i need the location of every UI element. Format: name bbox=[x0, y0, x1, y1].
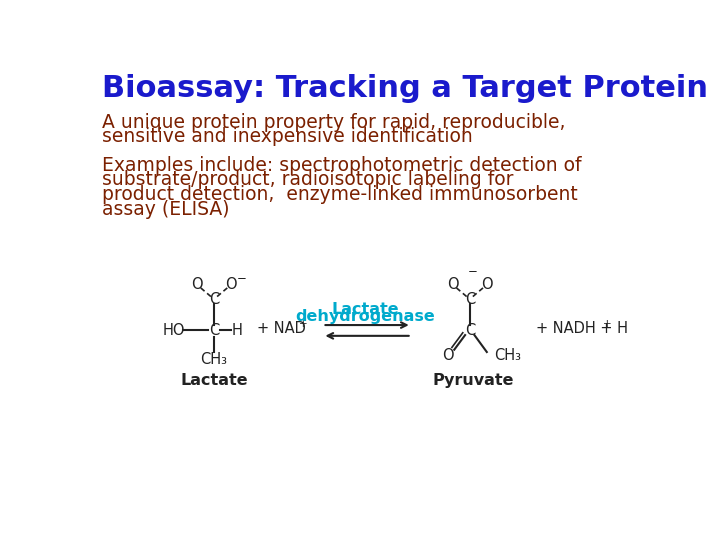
Text: O: O bbox=[442, 348, 454, 362]
Text: O: O bbox=[481, 276, 492, 292]
Text: substrate/product, radioisotopic labeling for: substrate/product, radioisotopic labelin… bbox=[102, 170, 513, 190]
Text: C: C bbox=[464, 292, 475, 307]
Text: C: C bbox=[209, 323, 219, 338]
Text: H: H bbox=[232, 323, 243, 338]
Text: −: − bbox=[468, 266, 478, 279]
Text: +: + bbox=[300, 319, 308, 328]
Text: Lactate: Lactate bbox=[180, 373, 248, 388]
Text: Pyruvate: Pyruvate bbox=[433, 373, 514, 388]
Text: C: C bbox=[209, 292, 219, 307]
Text: O: O bbox=[447, 276, 459, 292]
Text: −: − bbox=[237, 272, 247, 285]
Text: + NAD: + NAD bbox=[256, 321, 305, 336]
Text: sensitive and inexpensive identification: sensitive and inexpensive identification bbox=[102, 127, 472, 146]
Text: O: O bbox=[225, 276, 237, 292]
Text: A unique protein property for rapid, reproducible,: A unique protein property for rapid, rep… bbox=[102, 112, 565, 132]
Text: CH₃: CH₃ bbox=[200, 352, 228, 367]
Text: product detection,  enzyme-linked immunosorbent: product detection, enzyme-linked immunos… bbox=[102, 185, 577, 204]
Text: HO: HO bbox=[163, 323, 185, 338]
Text: dehydrogenase: dehydrogenase bbox=[295, 309, 435, 325]
Text: C: C bbox=[464, 323, 475, 338]
Text: +: + bbox=[603, 319, 612, 328]
Text: Examples include: spectrophotometric detection of: Examples include: spectrophotometric det… bbox=[102, 156, 581, 174]
Text: O: O bbox=[191, 276, 203, 292]
Text: assay (ELISA): assay (ELISA) bbox=[102, 200, 229, 219]
Text: CH₃: CH₃ bbox=[495, 348, 521, 362]
Text: Lactate: Lactate bbox=[331, 301, 399, 316]
Text: Bioassay: Tracking a Target Protein: Bioassay: Tracking a Target Protein bbox=[102, 74, 708, 103]
Text: + NADH + H: + NADH + H bbox=[536, 321, 628, 336]
